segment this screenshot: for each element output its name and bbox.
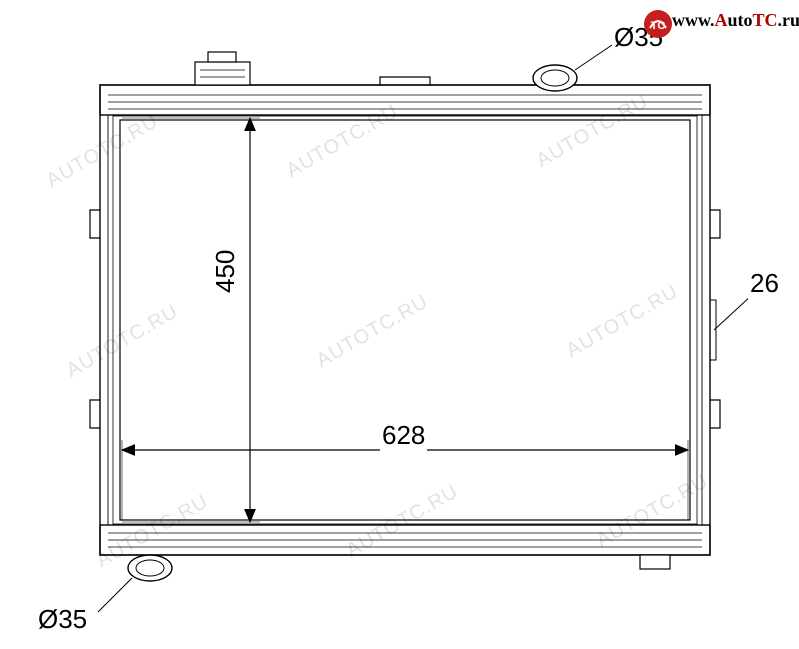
- dim-thickness-label: 26: [748, 268, 781, 299]
- port-bottom-label: Ø35: [36, 604, 89, 635]
- radiator-schematic: [0, 0, 799, 649]
- dim-height-label: 450: [210, 248, 241, 295]
- svg-text:TC: TC: [651, 20, 666, 32]
- watermark-url: www.AutoTC.ru: [672, 10, 799, 31]
- technical-drawing: AUTOTC.RU AUTOTC.RU AUTOTC.RU AUTOTC.RU …: [0, 0, 799, 649]
- dim-width-label: 628: [380, 420, 427, 451]
